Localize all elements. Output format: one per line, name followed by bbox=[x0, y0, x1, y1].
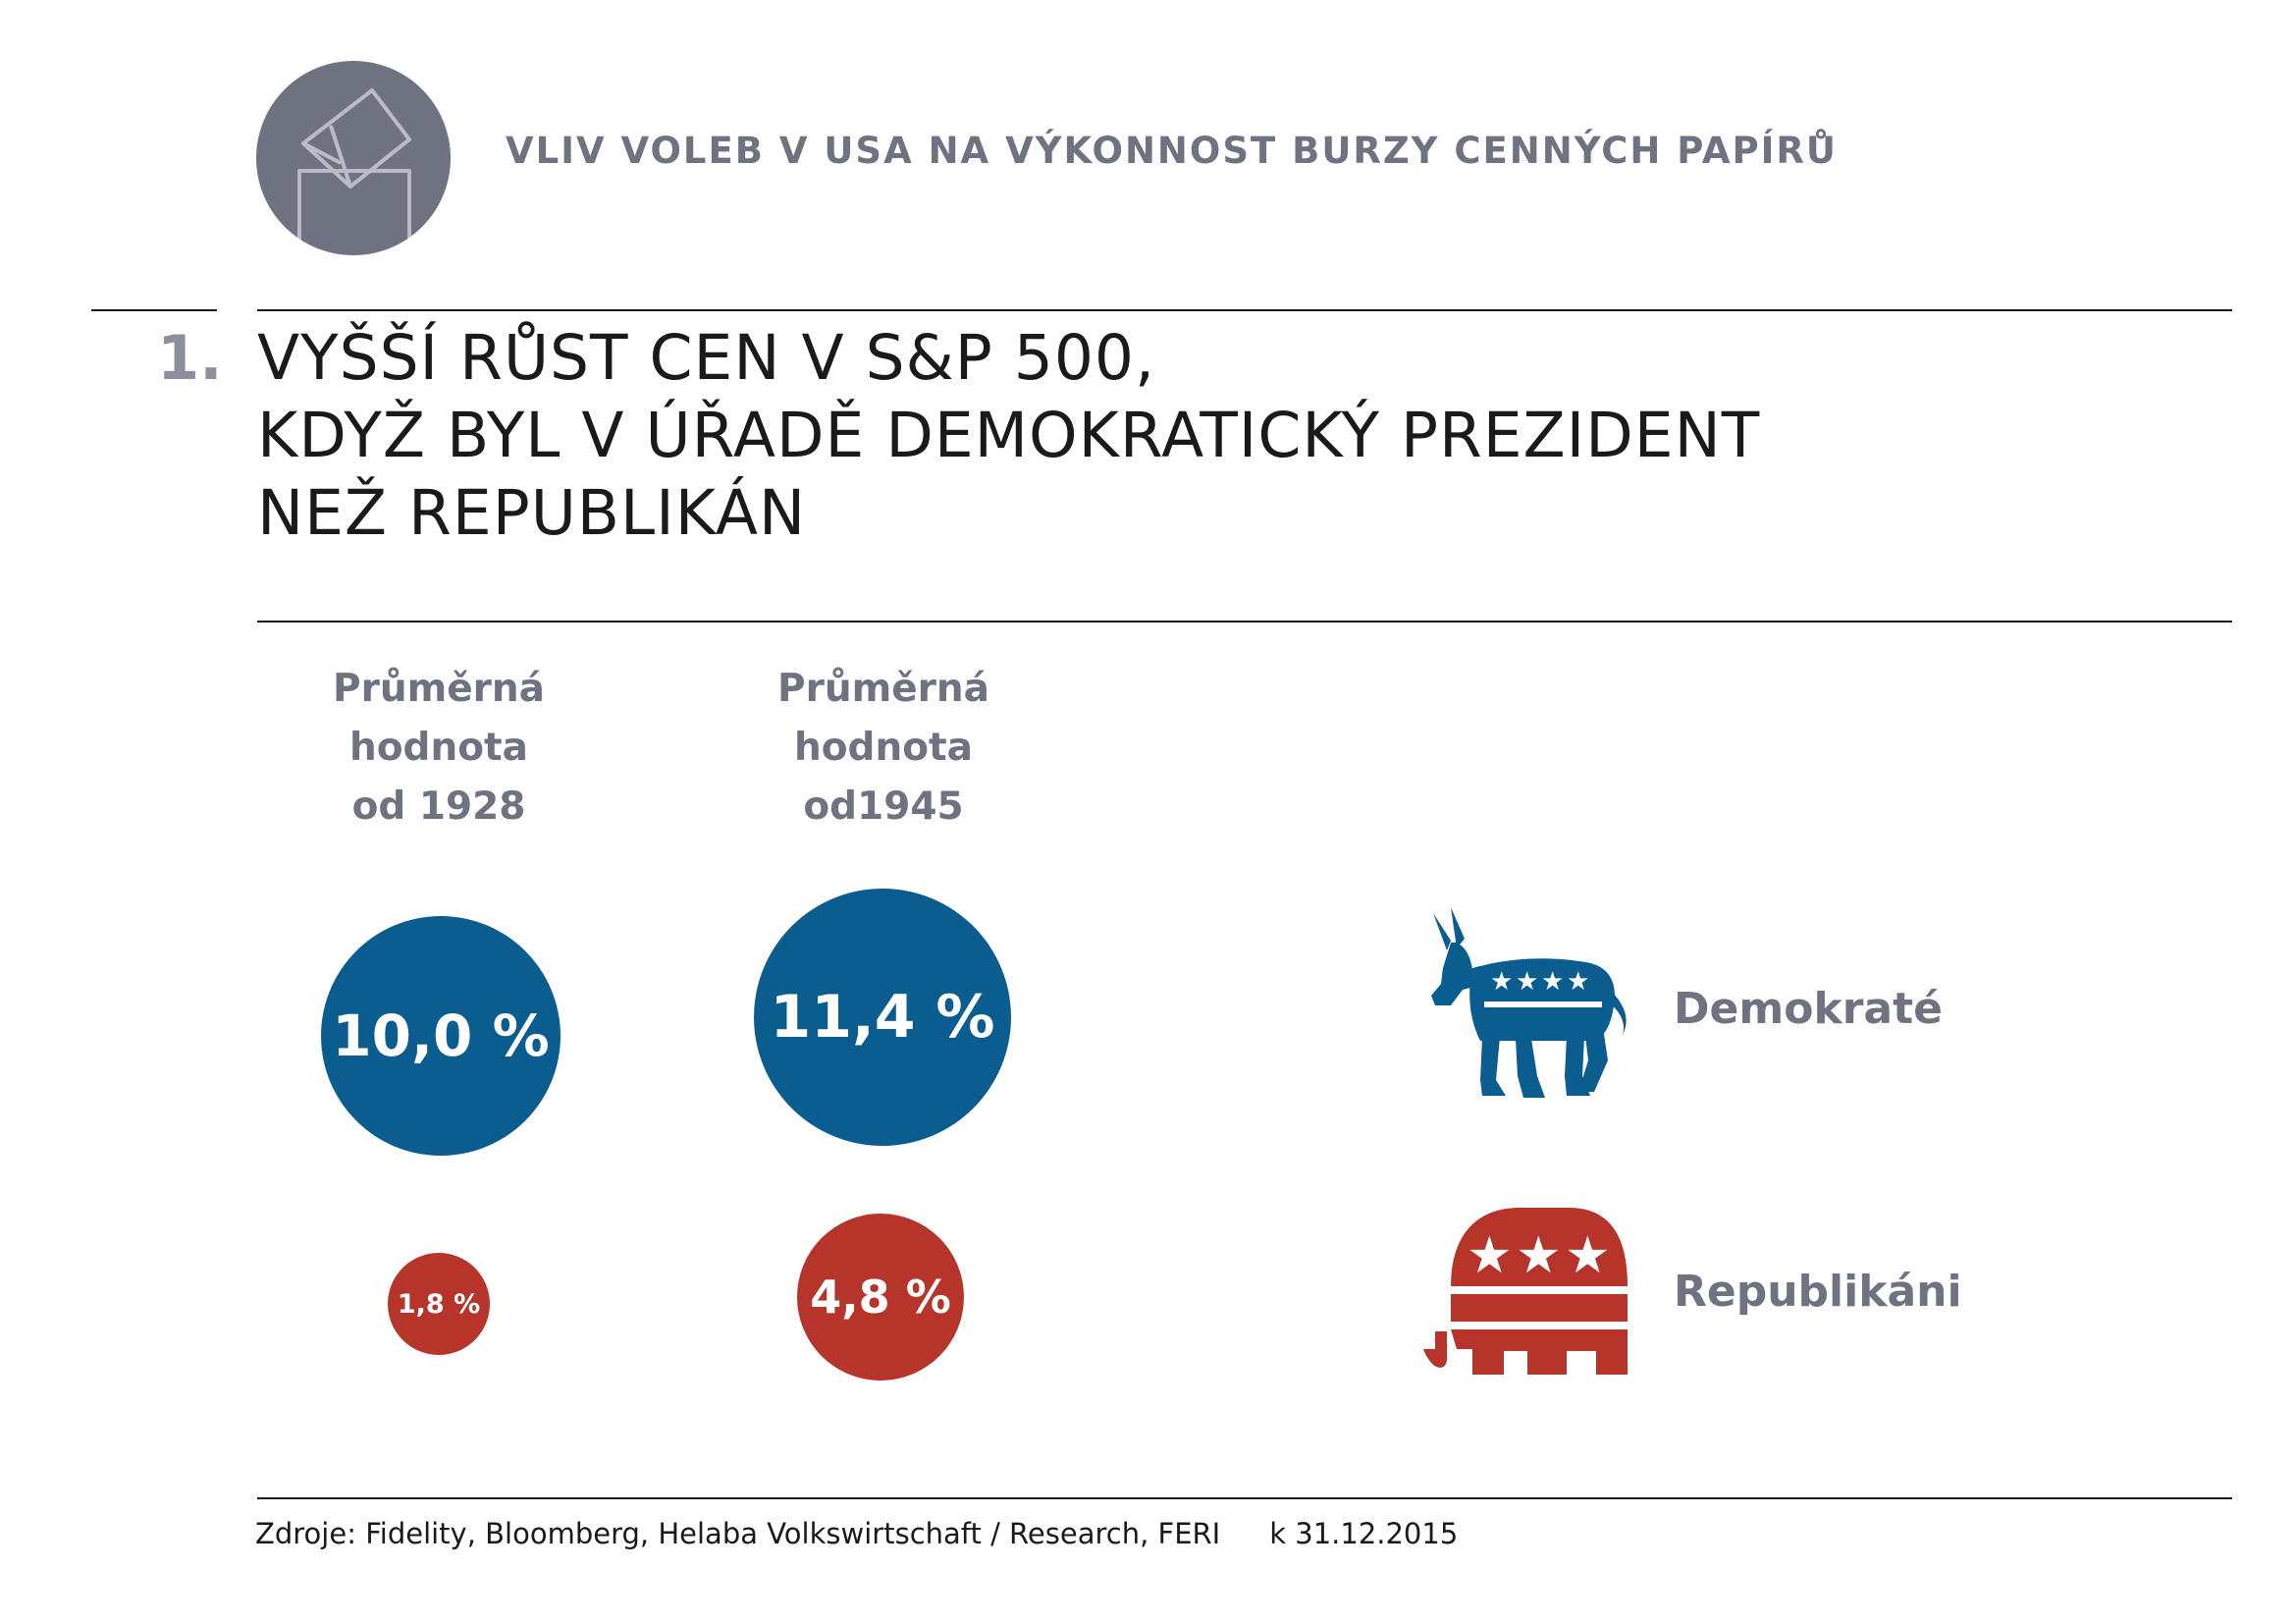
divider-top-main bbox=[257, 309, 2232, 311]
bubble-democrats-1928: 10,0 % bbox=[321, 916, 561, 1156]
svg-text:★: ★ bbox=[1541, 967, 1564, 997]
data-label-democrats-1928: 10,0 % bbox=[332, 1002, 550, 1069]
data-label-republicans-1928: 1,8 % bbox=[397, 1288, 481, 1320]
headline: VYŠŠÍ RŮST CEN V S&P 500, KDYŽ BYL V ÚŘA… bbox=[257, 319, 1760, 552]
bubble-democrats-1945: 11,4 % bbox=[754, 889, 1011, 1146]
donkey-icon: ★ ★ ★ ★ bbox=[1421, 903, 1637, 1106]
bubble-republicans-1928: 1,8 % bbox=[388, 1253, 490, 1355]
svg-text:★: ★ bbox=[1565, 1226, 1611, 1285]
ballot-box-icon bbox=[256, 61, 451, 255]
svg-text:★: ★ bbox=[1467, 1226, 1513, 1285]
legend-label-republicans: Republikáni bbox=[1674, 1267, 1962, 1317]
headline-line-2: KDYŽ BYL V ÚŘADĚ DEMOKRATICKÝ PREZIDENT bbox=[257, 400, 1761, 471]
section-number: 1. bbox=[157, 322, 223, 394]
data-label-republicans-1945: 4,8 % bbox=[810, 1271, 951, 1324]
headline-line-3: NEŽ REPUBLIKÁN bbox=[257, 477, 807, 549]
bubble-republicans-1945: 4,8 % bbox=[797, 1214, 964, 1380]
headline-line-1: VYŠŠÍ RŮST CEN V S&P 500, bbox=[257, 322, 1156, 394]
column-label-1945: Průměrná hodnota od1945 bbox=[777, 667, 989, 829]
divider-top bbox=[91, 309, 217, 311]
svg-text:★: ★ bbox=[1567, 967, 1589, 997]
svg-text:★: ★ bbox=[1490, 967, 1513, 997]
elephant-icon: ★ ★ ★ bbox=[1421, 1202, 1637, 1377]
footer-date: k 31.12.2015 bbox=[1269, 1517, 1459, 1550]
column-label-1928: Průměrná hodnota od 1928 bbox=[333, 667, 545, 829]
divider-middle bbox=[257, 621, 2232, 623]
svg-text:★: ★ bbox=[1516, 967, 1538, 997]
data-label-democrats-1945: 11,4 % bbox=[770, 983, 995, 1052]
svg-text:★: ★ bbox=[1516, 1226, 1562, 1285]
divider-bottom bbox=[257, 1497, 2232, 1499]
footer-sources: Zdroje: Fidelity, Bloomberg, Helaba Volk… bbox=[255, 1517, 1221, 1550]
legend-label-democrats: Demokraté bbox=[1674, 984, 1943, 1034]
footer: Zdroje: Fidelity, Bloomberg, Helaba Volk… bbox=[255, 1517, 1458, 1550]
header-title: VLIV VOLEB V USA NA VÝKONNOST BURZY CENN… bbox=[506, 130, 1838, 172]
